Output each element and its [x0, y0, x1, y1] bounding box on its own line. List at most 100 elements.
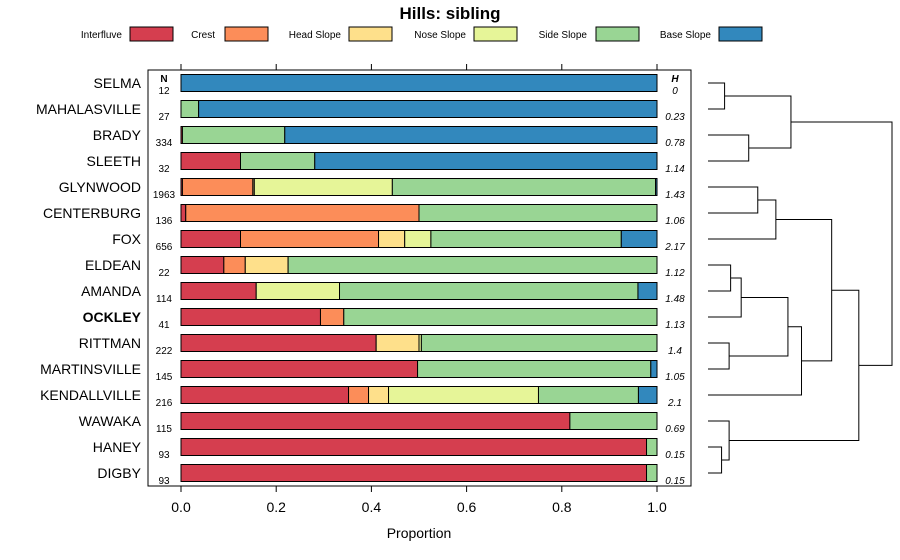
category-label: GLYNWOOD [59, 179, 141, 195]
chart-title: Hills: sibling [399, 4, 500, 23]
category-label: FOX [112, 231, 141, 247]
h-value: 0.15 [665, 450, 685, 461]
bar-segment-base-slope [284, 126, 658, 144]
bar-row: RITTMAN 222 1.4 [79, 334, 682, 357]
bar-segment-nose-slope [404, 230, 432, 248]
bar-segment-side-slope [181, 126, 286, 144]
n-value: 93 [158, 450, 170, 461]
bar-segment-side-slope [287, 256, 658, 274]
n-value: 27 [158, 112, 170, 123]
bar-row: OCKLEY 41 1.13 [83, 308, 685, 331]
n-value: 93 [158, 476, 170, 487]
n-value: 334 [156, 138, 173, 149]
bar-segment-side-slope [569, 412, 658, 430]
legend-swatch-4 [595, 26, 640, 42]
bar-segment-side-slope [646, 464, 658, 482]
bar-row: ELDEAN 22 1.12 [85, 256, 685, 279]
category-label: DIGBY [97, 465, 141, 481]
bar-segment-base-slope [655, 178, 658, 196]
category-label: WAWAKA [79, 413, 142, 429]
legend-label-1: Crest [191, 30, 215, 41]
bar-segment-head-slope [244, 256, 289, 274]
category-label: KENDALLVILLE [40, 387, 141, 403]
category-label: MAHALASVILLE [36, 101, 141, 117]
legend-label-4: Side Slope [539, 30, 588, 41]
h-value: 1.14 [665, 164, 685, 175]
h-value: 0.15 [665, 476, 685, 487]
h-value: 2.17 [664, 242, 685, 253]
bar-row: KENDALLVILLE 216 2.1 [40, 386, 682, 409]
dendrogram-merge [775, 219, 833, 362]
x-tick-label: 0.2 [266, 499, 286, 515]
bar-row: MAHALASVILLE 27 0.23 [36, 100, 685, 123]
h-value: 1.12 [665, 268, 685, 279]
category-label: MARTINSVILLE [40, 361, 141, 377]
h-value: 1.13 [665, 320, 685, 331]
bar-segment-base-slope [650, 360, 658, 378]
bar-segment-interfluve [180, 308, 321, 326]
n-value: 114 [156, 294, 172, 305]
bar-segment-base-slope [180, 74, 658, 92]
bar-row: CENTERBURG 136 1.06 [43, 204, 685, 227]
bar-segment-base-slope [198, 100, 658, 118]
bar-row: SELMA 12 0 [94, 74, 678, 97]
n-value: 41 [158, 320, 170, 331]
bar-segment-interfluve [180, 412, 571, 430]
bar-segment-crest [319, 308, 345, 326]
n-value: 136 [156, 216, 173, 227]
n-value: 1963 [153, 190, 176, 201]
dendrogram-merge [708, 342, 730, 370]
n-value: 22 [158, 268, 170, 279]
bar-row: FOX 656 2.17 [112, 230, 685, 253]
bar-segment-nose-slope [388, 386, 539, 404]
bar-segment-side-slope [391, 178, 657, 196]
category-label: OCKLEY [83, 309, 142, 325]
category-label: CENTERBURG [43, 205, 141, 221]
bar-segment-side-slope [339, 282, 639, 300]
legend: Interfluve Crest Head Slope Nose Slope Side … [81, 26, 763, 42]
bar-segment-interfluve [180, 204, 187, 222]
bar-row: HANEY 93 0.15 [93, 438, 685, 461]
dendrogram-merge [708, 420, 730, 461]
n-value: 12 [158, 86, 170, 97]
n-header: N [160, 74, 167, 85]
bar-segment-interfluve [180, 282, 257, 300]
bar-segment-side-slope [180, 100, 200, 118]
bar-segment-head-slope [378, 230, 406, 248]
x-axis-label: Proportion [387, 525, 452, 541]
dendrogram-merge [724, 95, 792, 149]
bar-segment-crest [348, 386, 370, 404]
bar-row: BRADY 334 0.78 [93, 126, 685, 149]
legend-label-0: Interfluve [81, 30, 123, 41]
category-label: SLEETH [87, 153, 141, 169]
x-tick-label: 0.8 [552, 499, 572, 515]
bar-segment-side-slope [343, 308, 658, 326]
bar-segment-base-slope [620, 230, 658, 248]
bar-segment-nose-slope [255, 282, 341, 300]
x-tick-label: 0.4 [362, 499, 382, 515]
category-label: RITTMAN [79, 335, 141, 351]
dendrogram-merge [729, 289, 860, 441]
bar-row: SLEETH 32 1.14 [87, 152, 685, 175]
bar-segment-crest [223, 256, 246, 274]
bar-segment-interfluve [180, 386, 350, 404]
dendrogram-merge [729, 297, 789, 357]
bar-segment-crest [181, 178, 254, 196]
legend-swatch-2 [348, 26, 393, 42]
h-value: 0 [672, 86, 678, 97]
bar-segment-side-slope [420, 334, 658, 352]
bar-segment-interfluve [180, 464, 648, 482]
bar-segment-side-slope [417, 360, 652, 378]
n-value: 145 [156, 372, 173, 383]
legend-swatch-5 [718, 26, 763, 42]
n-value: 115 [156, 424, 172, 435]
bar-segment-interfluve [180, 360, 419, 378]
legend-label-3: Nose Slope [414, 30, 466, 41]
bar-segment-interfluve [180, 334, 377, 352]
dendrogram-merge [708, 264, 732, 292]
dendrogram-merge [708, 199, 777, 240]
category-label: AMANDA [81, 283, 142, 299]
h-value: 0.78 [665, 138, 685, 149]
bar-segment-crest [185, 204, 420, 222]
